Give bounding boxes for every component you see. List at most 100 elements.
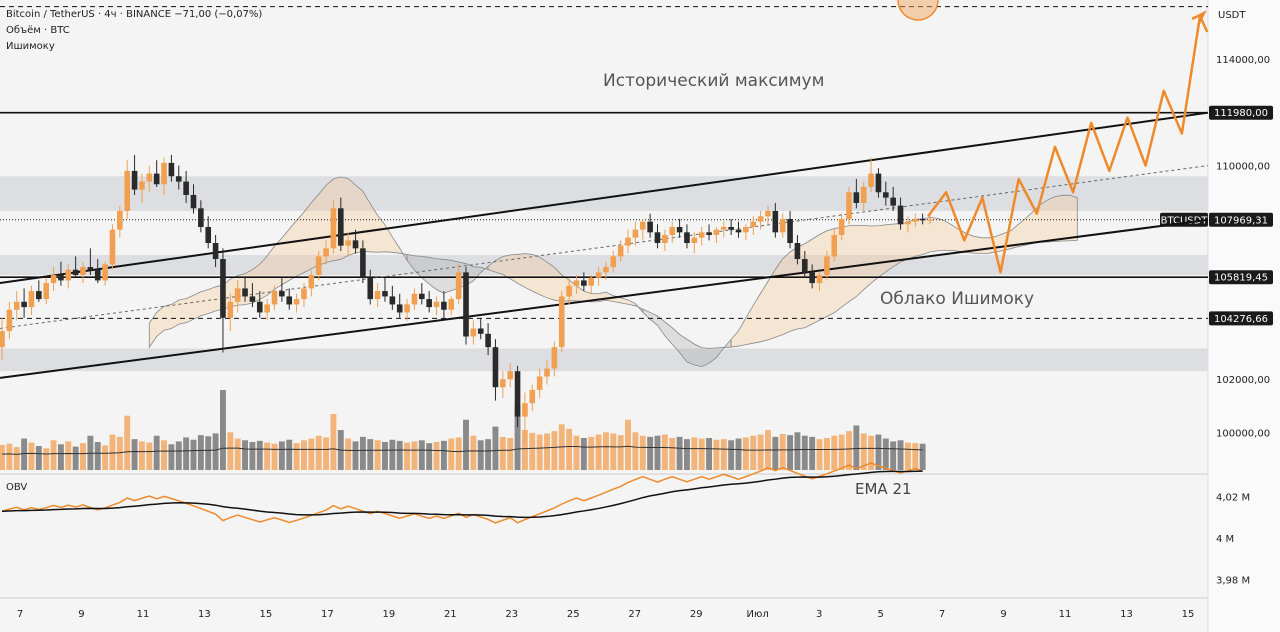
candle-body	[161, 162, 167, 185]
candle-body	[21, 301, 27, 308]
candle-body	[647, 221, 653, 233]
volume-legend[interactable]: Объём · BTC	[6, 25, 70, 36]
candle-body	[713, 229, 720, 235]
volume-bar	[404, 442, 411, 470]
volume-bar	[293, 443, 300, 470]
volume-bar	[875, 434, 882, 470]
obv-pane[interactable]	[0, 476, 1208, 598]
candle-body	[264, 304, 270, 313]
candle-body	[772, 210, 779, 233]
currency-label: USDT	[1218, 10, 1246, 21]
candle-body	[58, 275, 64, 281]
horizontal-levels: 111980,00 107969,31 BTCUSDT 105819,45 104276…	[0, 6, 1273, 326]
volume-bar	[735, 438, 742, 470]
candle-body	[838, 218, 845, 235]
volume-bar	[610, 433, 617, 470]
candle-body	[271, 291, 278, 305]
volume-bar	[617, 435, 624, 470]
candle-body	[293, 299, 300, 305]
candle-body	[890, 197, 896, 206]
candle-body	[389, 296, 396, 305]
candle-body	[404, 304, 410, 313]
volume-bar	[485, 439, 492, 470]
cloud-annotation: Облако Ишимоку	[880, 289, 1034, 309]
volume-bar	[220, 390, 226, 470]
candle-body	[691, 237, 698, 244]
volume-bar	[6, 443, 13, 470]
volume-bar	[684, 439, 690, 470]
candle-body	[396, 304, 403, 313]
volume-bar	[396, 440, 403, 470]
candle-body	[787, 218, 793, 244]
candle-body	[720, 226, 727, 230]
time-tick-16: 9	[1000, 609, 1006, 620]
candle-body	[824, 256, 830, 276]
candle-body	[28, 291, 35, 308]
candle-body	[566, 285, 572, 297]
candle-body	[485, 333, 491, 348]
time-tick-5: 17	[321, 609, 334, 620]
channel-upper	[0, 111, 1209, 285]
obv-label[interactable]: OBV	[6, 482, 27, 493]
candle-body	[352, 240, 359, 249]
volume-bar	[588, 436, 595, 470]
candle-body	[139, 181, 145, 190]
symbol-title[interactable]: Bitcoin / TetherUS · 4ч · BINANCE −71,00…	[6, 9, 262, 20]
volume-bar	[345, 438, 352, 470]
candle-body	[411, 293, 418, 305]
candle-body	[43, 283, 49, 300]
time-tick-13: 3	[816, 609, 822, 620]
candle-body	[529, 389, 536, 404]
candle-body	[588, 277, 595, 286]
volume-bar	[470, 435, 477, 470]
candle-body	[50, 275, 57, 284]
volume-bar	[580, 438, 587, 470]
ichimoku-legend[interactable]: Ишимоку	[6, 41, 55, 52]
obv-tick-1: 4 M	[1216, 534, 1234, 545]
candle-body	[6, 309, 13, 332]
candle-body	[146, 173, 153, 182]
candle-body	[551, 347, 558, 369]
candle-body	[875, 173, 882, 193]
volume-bar	[28, 442, 35, 470]
candle-body	[603, 267, 609, 273]
volume-bar	[153, 435, 160, 470]
price-tag-label-3: 104276,66	[1214, 314, 1268, 325]
price-tag-0	[1209, 105, 1273, 120]
candle-body	[470, 328, 477, 337]
volume-bar	[205, 436, 212, 470]
candle-body	[72, 269, 79, 276]
time-tick-4: 15	[260, 609, 273, 620]
volume-bar	[168, 444, 175, 470]
candle-body	[308, 275, 315, 289]
price-tag-label-2: 105819,45	[1214, 273, 1268, 284]
volume-bar	[625, 419, 631, 470]
volume-bar	[183, 437, 190, 470]
volume-bar	[124, 415, 131, 470]
volume-bar	[787, 435, 794, 470]
volume-bar	[21, 438, 28, 470]
time-tick-17: 11	[1059, 609, 1072, 620]
candle-body	[227, 301, 234, 318]
candle-body	[94, 269, 101, 281]
time-tick-12: Июл	[747, 609, 769, 620]
volume-bar	[13, 447, 20, 470]
candle-body	[315, 256, 322, 276]
projection-arrow	[1191, 10, 1207, 26]
candle-body	[80, 267, 86, 276]
candle-body	[102, 264, 108, 281]
candle-body	[595, 272, 602, 278]
candle-body	[794, 243, 801, 260]
volume-bar	[146, 442, 153, 470]
volume-bar	[433, 442, 440, 470]
volume-bar	[109, 434, 116, 470]
candle-body	[301, 288, 307, 300]
time-tick-15: 7	[939, 609, 945, 620]
price-tick-1: 110000,00	[1216, 162, 1270, 173]
time-tick-0: 7	[17, 609, 23, 620]
time-tick-19: 15	[1182, 609, 1195, 620]
candlesticks	[0, 154, 933, 444]
candle-body	[455, 272, 462, 300]
candle-body	[249, 296, 256, 302]
